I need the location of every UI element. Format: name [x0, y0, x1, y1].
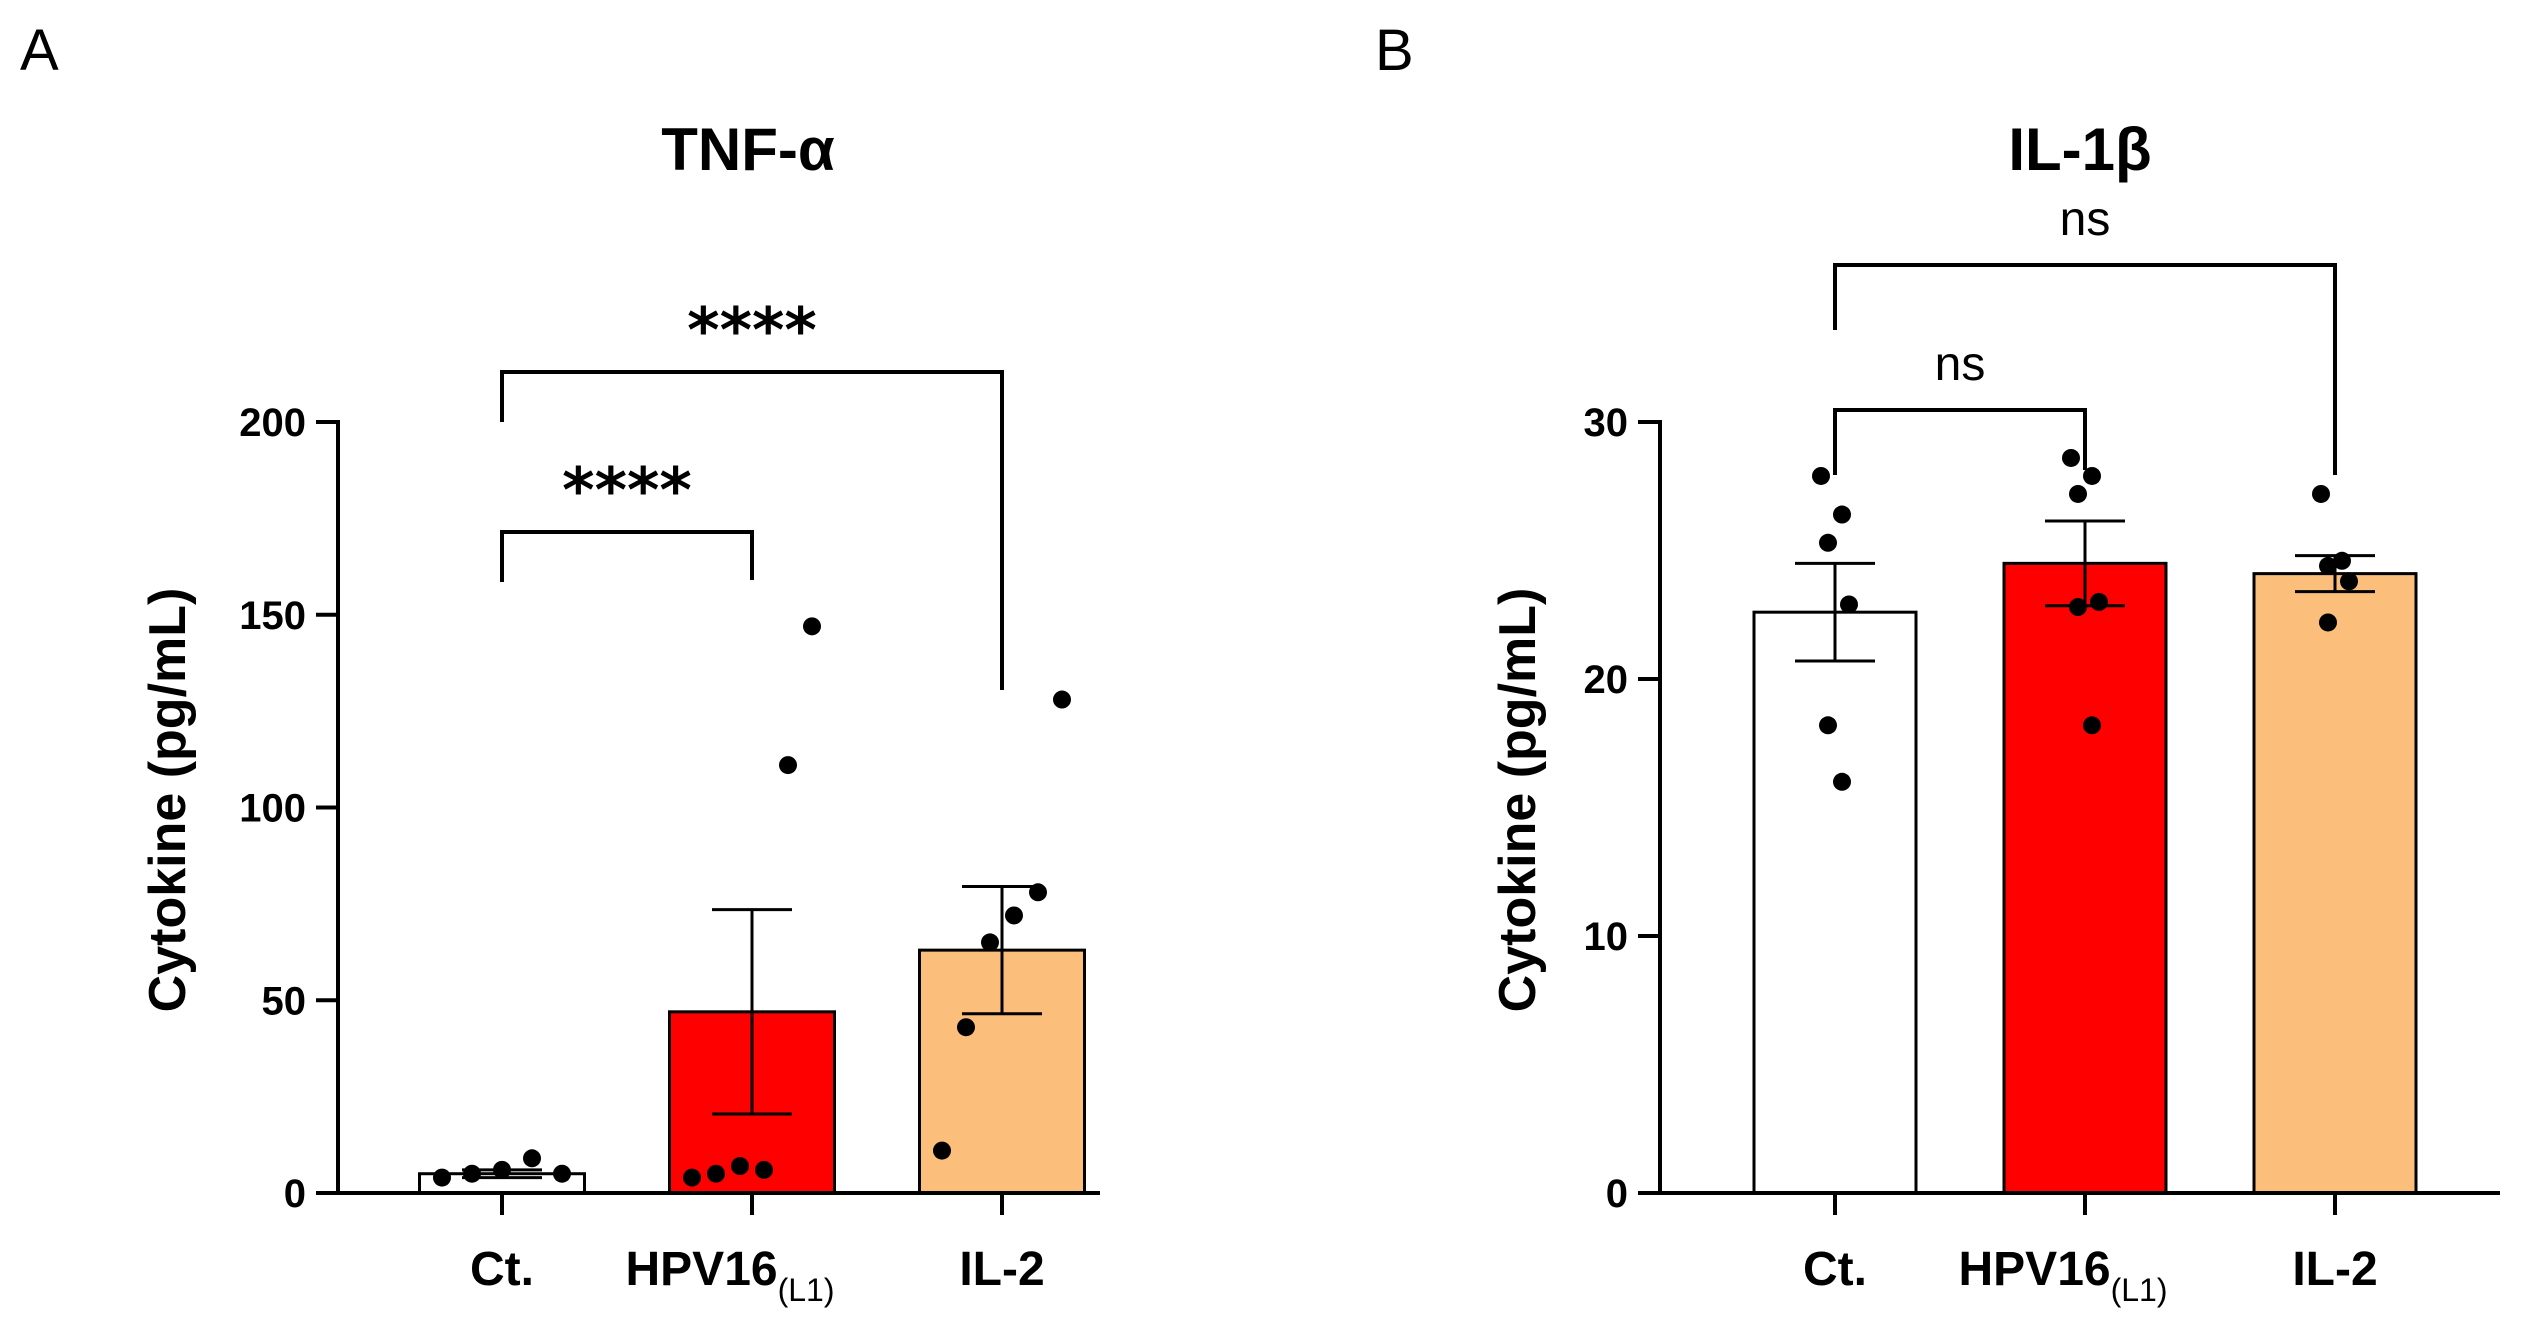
data-point [463, 1164, 481, 1183]
data-point [731, 1157, 749, 1176]
significance-label: **** [562, 454, 692, 527]
panel-a-ylabel: Cytokine (pg/mL) [139, 588, 197, 1013]
data-point [2319, 556, 2337, 575]
panel-b-ylabel: Cytokine (pg/mL) [1489, 588, 1547, 1013]
data-point [1840, 595, 1858, 614]
data-point [1819, 533, 1837, 552]
data-point [2083, 716, 2101, 735]
data-point [1029, 883, 1047, 902]
bar-2 [2002, 561, 2168, 1195]
panel-b-plot: 0 10 20 30 Ct. HPV16(L1) IL-2 ns ns [1584, 193, 2500, 1308]
x-tick-label: HPV16(L1) [626, 1243, 835, 1308]
panel-a-title: TNF-α [661, 116, 835, 183]
panel-a: A TNF-α Cytokine (pg/mL) 0 50 100 150 200 Ct.… [20, 18, 1100, 1308]
data-point [2333, 551, 2351, 570]
significance-bracket [1833, 263, 2337, 475]
data-point [803, 617, 821, 636]
data-point [493, 1160, 511, 1179]
significance-label: ns [2060, 193, 2111, 246]
y-tick-label: 150 [239, 594, 306, 638]
bar-3 [2252, 572, 2418, 1195]
data-point [2069, 484, 2087, 503]
data-point [1819, 716, 1837, 735]
data-point [1812, 466, 1830, 485]
y-tick-label: 100 [239, 787, 306, 831]
data-point [933, 1141, 951, 1160]
significance-label: ns [1935, 338, 1986, 391]
data-point [2062, 448, 2080, 467]
x-tick-label: HPV16(L1) [1959, 1243, 2168, 1308]
data-point [981, 933, 999, 952]
y-tick-label: 30 [1584, 401, 1629, 445]
data-point [1833, 505, 1851, 524]
data-point [2319, 613, 2337, 632]
data-point [2312, 484, 2330, 503]
y-tick-label: 50 [262, 979, 307, 1023]
data-point [433, 1168, 451, 1187]
significance-bracket [1833, 408, 2087, 475]
data-point [1005, 906, 1023, 925]
data-point [683, 1168, 701, 1187]
panel-a-letter: A [20, 18, 59, 83]
data-point [1833, 772, 1851, 791]
y-tick-label: 10 [1584, 915, 1629, 959]
data-point [2083, 466, 2101, 485]
data-point [779, 756, 797, 775]
data-point [2340, 572, 2358, 591]
x-tick-label: Ct. [470, 1243, 534, 1296]
significance-label: **** [687, 294, 817, 367]
data-point [553, 1164, 571, 1183]
data-point [2090, 592, 2108, 611]
y-tick-label: 200 [239, 401, 306, 445]
panel-b-title: IL-1β [2008, 116, 2151, 183]
data-point [2069, 598, 2087, 617]
data-point [523, 1149, 541, 1168]
data-point [707, 1164, 725, 1183]
significance-bracket [500, 530, 754, 582]
significance-bracket [500, 370, 1004, 690]
data-point [957, 1018, 975, 1037]
panel-b-letter: B [1375, 18, 1414, 83]
data-point [1053, 690, 1071, 709]
y-tick-label: 0 [1606, 1172, 1628, 1216]
data-point [755, 1160, 773, 1179]
panel-b: B IL-1β Cytokine (pg/mL) 0 10 20 30 Ct. HPV16… [1375, 18, 2500, 1308]
panel-a-plot: 0 50 100 150 200 Ct. HPV16(L1) IL-2 **** **** [239, 294, 1100, 1308]
x-tick-label: Ct. [1803, 1243, 1867, 1296]
x-tick-label: IL-2 [2292, 1243, 2377, 1296]
y-tick-label: 0 [284, 1172, 306, 1216]
y-tick-label: 20 [1584, 658, 1629, 702]
x-tick-label: IL-2 [959, 1243, 1044, 1296]
bar-1 [1752, 610, 1918, 1195]
